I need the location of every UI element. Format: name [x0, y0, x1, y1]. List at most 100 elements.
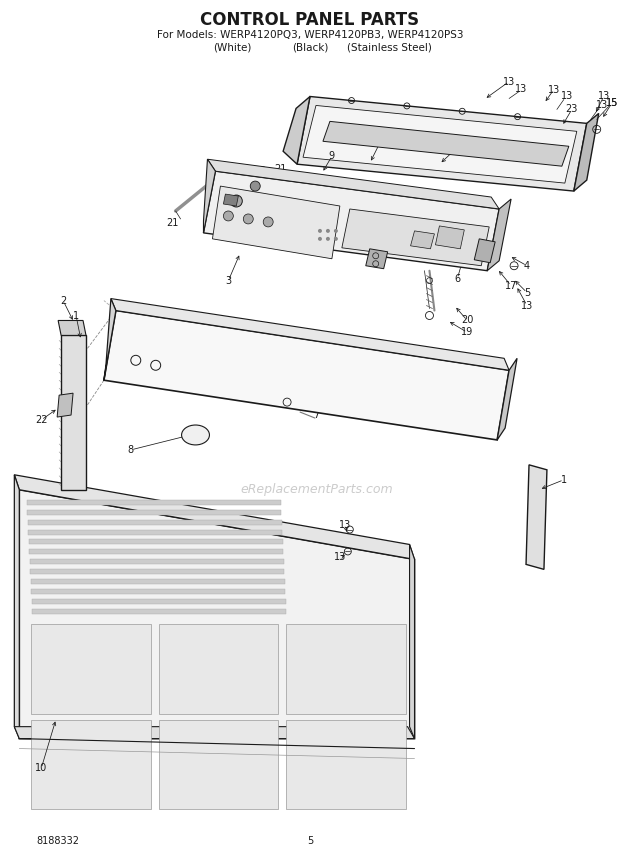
Text: 13: 13	[598, 92, 610, 102]
Text: 12: 12	[447, 146, 459, 157]
Text: 7: 7	[313, 410, 319, 420]
Text: 20: 20	[461, 316, 474, 325]
Text: 13: 13	[334, 552, 346, 562]
Polygon shape	[203, 171, 499, 270]
Polygon shape	[14, 727, 415, 739]
Text: 4: 4	[524, 261, 530, 270]
Text: 13: 13	[560, 92, 573, 102]
Polygon shape	[29, 530, 282, 534]
Polygon shape	[14, 475, 19, 739]
Text: 13: 13	[374, 139, 386, 148]
Polygon shape	[29, 539, 283, 544]
Polygon shape	[410, 544, 415, 739]
Circle shape	[264, 217, 273, 227]
Text: 21: 21	[274, 164, 286, 174]
Polygon shape	[19, 490, 415, 739]
Text: eReplacementParts.com: eReplacementParts.com	[241, 484, 393, 496]
Text: 3: 3	[225, 276, 231, 286]
Polygon shape	[159, 624, 278, 714]
Polygon shape	[31, 624, 151, 714]
Text: 10: 10	[35, 764, 47, 774]
Polygon shape	[342, 209, 489, 265]
Polygon shape	[104, 299, 116, 380]
Polygon shape	[203, 159, 215, 233]
Text: 9: 9	[329, 152, 335, 161]
Polygon shape	[57, 393, 73, 417]
Polygon shape	[27, 509, 281, 514]
Text: (Black): (Black)	[292, 43, 328, 53]
Polygon shape	[574, 113, 599, 191]
Polygon shape	[286, 720, 405, 809]
Polygon shape	[61, 336, 86, 490]
Polygon shape	[31, 580, 285, 585]
Circle shape	[243, 214, 253, 224]
Text: 1: 1	[561, 475, 567, 484]
Polygon shape	[159, 720, 278, 809]
Circle shape	[326, 237, 330, 241]
Text: 9: 9	[259, 166, 265, 176]
Polygon shape	[27, 500, 281, 505]
Polygon shape	[208, 159, 499, 209]
Polygon shape	[526, 465, 547, 569]
Polygon shape	[223, 194, 238, 206]
Circle shape	[223, 211, 233, 221]
Text: 16: 16	[304, 350, 316, 360]
Polygon shape	[58, 320, 86, 336]
Polygon shape	[435, 226, 464, 249]
Text: 8188332: 8188332	[36, 836, 79, 846]
Text: 2: 2	[60, 295, 66, 306]
Text: 5: 5	[307, 836, 313, 846]
Polygon shape	[497, 359, 517, 440]
Ellipse shape	[182, 425, 210, 445]
Text: 5: 5	[524, 288, 530, 298]
Polygon shape	[410, 231, 435, 249]
Text: 6: 6	[454, 274, 461, 283]
Text: For Models: WERP4120PQ3, WERP4120PB3, WERP4120PS3: For Models: WERP4120PQ3, WERP4120PB3, WE…	[157, 30, 463, 39]
Text: 21: 21	[166, 218, 179, 228]
Text: 11: 11	[269, 169, 281, 179]
Text: CONTROL PANEL PARTS: CONTROL PANEL PARTS	[200, 11, 420, 29]
Text: 15: 15	[606, 98, 618, 109]
Text: 19: 19	[461, 328, 474, 337]
Text: 13: 13	[515, 84, 527, 93]
Circle shape	[318, 229, 322, 233]
Text: 7: 7	[327, 363, 333, 373]
Polygon shape	[323, 122, 569, 166]
Polygon shape	[14, 475, 415, 560]
Circle shape	[318, 237, 322, 241]
Polygon shape	[31, 589, 285, 594]
Polygon shape	[30, 560, 283, 564]
Text: 13: 13	[548, 85, 560, 94]
Circle shape	[250, 181, 260, 191]
Polygon shape	[32, 599, 286, 604]
Circle shape	[326, 229, 330, 233]
Polygon shape	[29, 550, 283, 555]
Text: 18: 18	[242, 176, 254, 186]
Text: 8: 8	[128, 445, 134, 455]
Polygon shape	[303, 105, 577, 183]
Text: (White): (White)	[213, 43, 252, 53]
Polygon shape	[487, 199, 511, 270]
Circle shape	[334, 229, 338, 233]
Text: 17: 17	[505, 281, 517, 291]
Polygon shape	[111, 299, 509, 371]
Text: 15: 15	[606, 98, 618, 109]
Text: 22: 22	[35, 415, 48, 425]
Polygon shape	[283, 97, 310, 164]
Polygon shape	[286, 624, 405, 714]
Text: 13: 13	[521, 300, 533, 311]
Circle shape	[231, 195, 242, 207]
Text: 13: 13	[339, 520, 351, 530]
Polygon shape	[474, 239, 495, 263]
Polygon shape	[28, 520, 281, 525]
Polygon shape	[32, 609, 286, 614]
Polygon shape	[30, 569, 284, 574]
Polygon shape	[366, 249, 388, 269]
Polygon shape	[297, 97, 587, 191]
Text: 23: 23	[565, 104, 578, 115]
Polygon shape	[213, 186, 340, 259]
Circle shape	[334, 237, 338, 241]
Text: 13: 13	[503, 76, 515, 86]
Polygon shape	[31, 720, 151, 809]
Polygon shape	[104, 311, 509, 440]
